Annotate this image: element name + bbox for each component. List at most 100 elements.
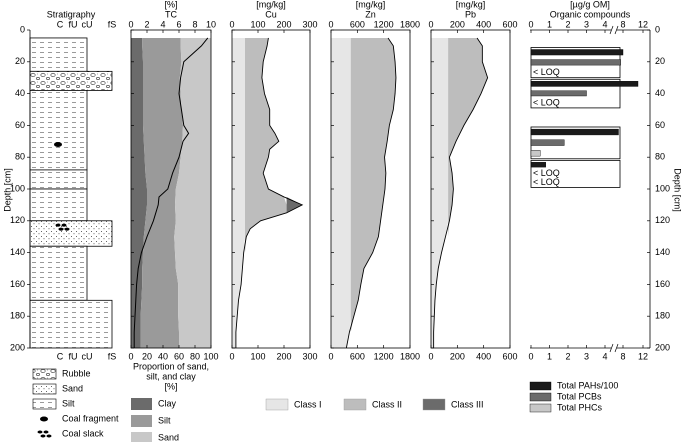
legend-swatch — [529, 381, 552, 391]
x-tick-label: 1800 — [400, 19, 420, 29]
grain-label: fU — [69, 351, 78, 361]
legend-label: Class III — [451, 399, 484, 409]
layer — [29, 245, 88, 301]
tc-line — [133, 37, 209, 348]
x-tick-label: 8 — [620, 351, 625, 361]
bar — [530, 49, 624, 56]
x-tick-label: 600 — [502, 351, 517, 361]
y-tick-label: 80 — [655, 152, 665, 162]
x-tick-label: 80 — [190, 351, 200, 361]
x-tick-label: 0 — [328, 351, 333, 361]
axis-unit: [mg/kg] — [356, 0, 386, 9]
bar — [530, 59, 621, 66]
y-tick-label: 100 — [655, 183, 670, 193]
class-fill — [245, 37, 287, 348]
y-tick-label: 180 — [655, 311, 670, 321]
grain-label: cU — [82, 351, 93, 361]
value-label: < LOQ — [533, 97, 560, 107]
panel-title: Cu — [265, 9, 277, 19]
layer — [29, 299, 113, 349]
axis-break — [609, 25, 614, 35]
y-tick-label: 60 — [15, 120, 25, 130]
value-label: < LOQ — [533, 67, 560, 77]
x-axis-label: Proportion of sand, — [133, 361, 209, 371]
y-axis-label: Depth [cm] — [673, 168, 683, 212]
legend-swatch — [32, 368, 57, 380]
legend-label: Silt — [62, 398, 75, 408]
class-fill — [431, 37, 449, 348]
y-tick-label: 80 — [15, 152, 25, 162]
y-tick-label: 0 — [655, 24, 660, 34]
x-tick-label: 0 — [328, 19, 333, 29]
x-tick-label: 8 — [620, 19, 625, 29]
x-tick-label: 40 — [158, 351, 168, 361]
y-tick-label: 60 — [655, 120, 665, 130]
coal-slack — [58, 227, 64, 231]
coal-slack — [55, 223, 61, 227]
y-axis-label: Depth [cm] — [2, 168, 12, 212]
x-tick-label: 12 — [638, 351, 648, 361]
x-tick-label: 1800 — [400, 351, 420, 361]
x-tick-label: 3 — [584, 19, 589, 29]
axis-break — [614, 25, 619, 35]
y-tick-label: 180 — [10, 311, 25, 321]
value-label: < LOQ — [533, 168, 560, 178]
x-tick-label: 1200 — [374, 351, 394, 361]
class-fill — [286, 37, 303, 348]
y-tick-label: 40 — [655, 88, 665, 98]
profile-line — [433, 37, 489, 348]
bar — [530, 128, 619, 136]
x-tick-label: 20 — [142, 351, 152, 361]
legend-swatch — [265, 398, 289, 411]
y-tick-label: 200 — [10, 342, 25, 352]
y-tick-label: 40 — [15, 88, 25, 98]
bar — [530, 150, 541, 157]
x-tick-label: 0 — [528, 351, 533, 361]
x-tick-label: 1200 — [374, 19, 394, 29]
legend-swatch — [32, 398, 57, 410]
x-tick-label: 3 — [584, 351, 589, 361]
legend-swatch — [529, 403, 552, 413]
legend-label: Class I — [294, 399, 322, 409]
x-tick-label: 0 — [128, 351, 133, 361]
y-tick-label: 100 — [10, 183, 25, 193]
y-tick-label: 140 — [10, 247, 25, 257]
bar — [530, 80, 639, 87]
x-tick-label: 600 — [350, 19, 365, 29]
x-tick-label: 0 — [229, 19, 234, 29]
x-tick-label: 0 — [428, 19, 433, 29]
x-tick-label: 2 — [565, 19, 570, 29]
axis-unit: [mg/kg] — [456, 0, 486, 9]
x-tick-label: 100 — [250, 19, 265, 29]
legend-label: Coal fragment — [62, 413, 119, 423]
x-axis-label: silt, and clay — [146, 371, 196, 381]
area-segment — [140, 37, 183, 348]
bar — [530, 139, 565, 146]
x-tick-label: 400 — [476, 19, 491, 29]
coal-fragment — [54, 141, 62, 147]
profile-line — [235, 37, 304, 348]
profile-line — [345, 37, 397, 349]
legend-label: Rubble — [62, 368, 91, 378]
class-fill — [232, 37, 245, 348]
y-tick-label: 20 — [15, 56, 25, 66]
y-tick-label: 200 — [655, 342, 670, 352]
legend-swatch — [131, 432, 152, 442]
legend-label: Sand — [62, 383, 83, 393]
x-tick-label: 2 — [144, 19, 149, 29]
x-tick-label: 100 — [250, 351, 265, 361]
legend-swatch — [422, 398, 446, 411]
axis-unit: [µg/g OM] — [570, 0, 610, 9]
legend-swatch — [343, 398, 367, 411]
layer — [29, 90, 88, 171]
x-tick-label: 4 — [602, 351, 607, 361]
panel-title: TC — [165, 9, 177, 19]
axis-break — [611, 344, 617, 352]
y-tick-label: 120 — [655, 215, 670, 225]
x-tick-label: 60 — [174, 351, 184, 361]
layer — [29, 220, 113, 247]
class-fill — [331, 37, 351, 348]
layer — [29, 70, 113, 91]
